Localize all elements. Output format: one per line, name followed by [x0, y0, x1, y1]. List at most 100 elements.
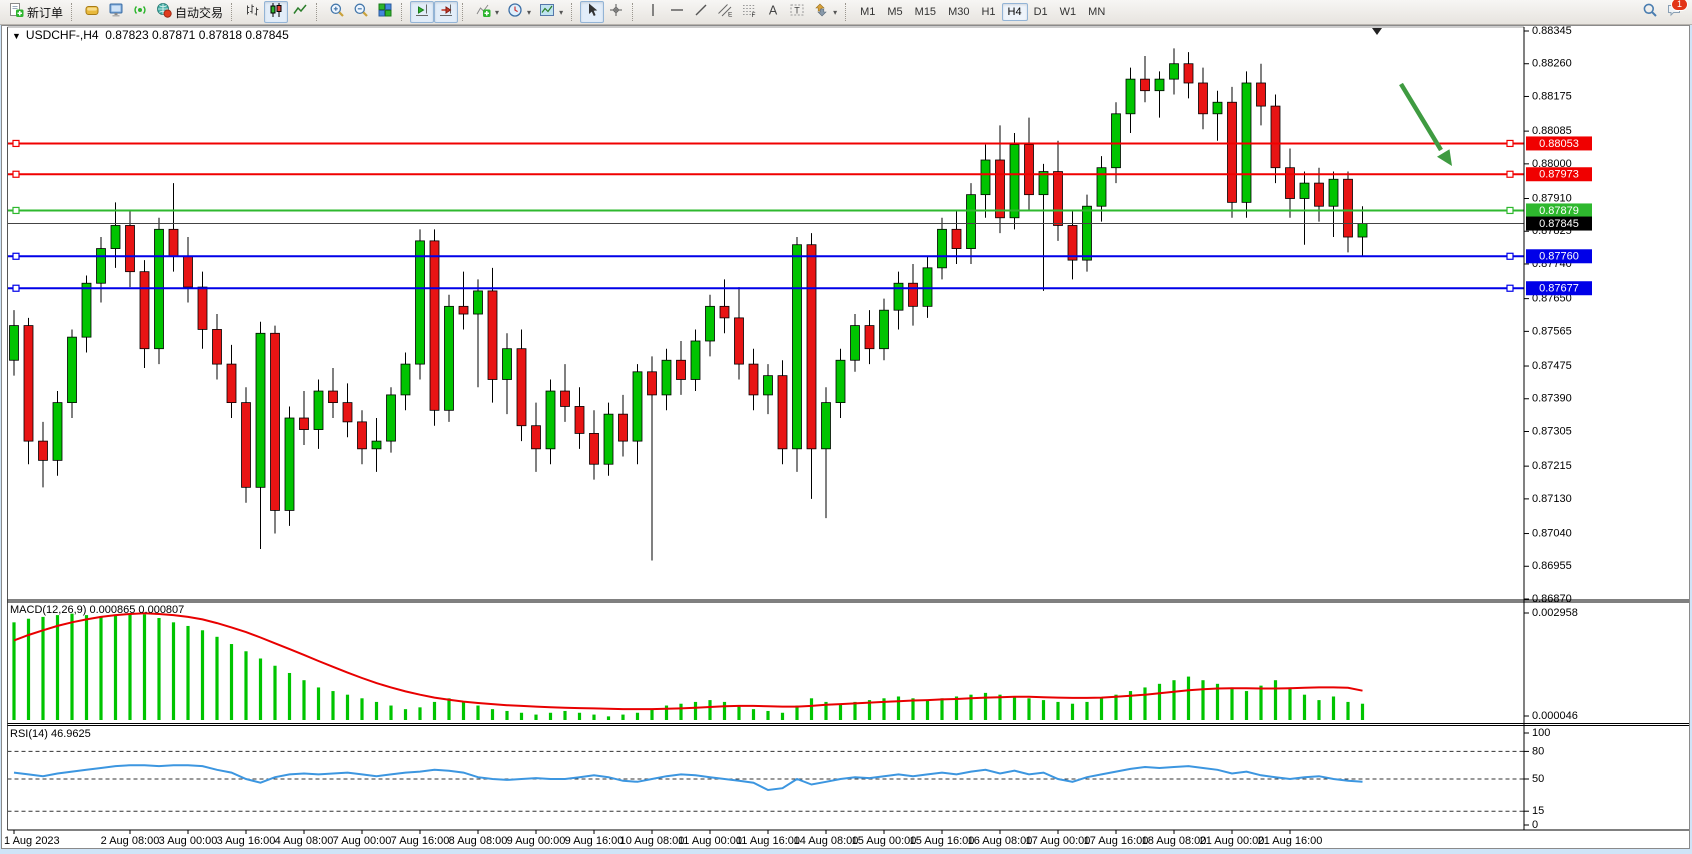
macd-bar — [1288, 687, 1292, 720]
crosshair-icon — [608, 2, 624, 23]
horizontal-line-object[interactable] — [7, 284, 1525, 292]
horizontal-line-object[interactable] — [7, 139, 1525, 148]
chevron-down-icon: ▾ — [495, 7, 500, 17]
market-watch-button[interactable] — [80, 1, 104, 23]
toolbar-separator — [231, 3, 236, 21]
chevron-down-icon: ▾ — [527, 7, 532, 17]
horizontal-line-object[interactable] — [7, 206, 1525, 215]
chart-shift-button[interactable] — [410, 1, 435, 23]
terminal-button[interactable] — [104, 1, 128, 23]
macd-bar — [113, 615, 118, 720]
auto-scroll-button[interactable] — [434, 1, 459, 23]
zoom-in-button[interactable] — [325, 1, 349, 23]
timeframe-h4-button[interactable]: H4 — [1001, 3, 1028, 21]
fibonacci-button[interactable]: F — [737, 1, 761, 23]
cursor-button[interactable] — [580, 1, 605, 23]
timeframe-m15-button[interactable]: M15 — [914, 6, 937, 18]
macd-bar — [650, 709, 654, 720]
line-handle[interactable] — [1506, 284, 1514, 292]
candlestick-icon — [268, 2, 284, 23]
chart-window-frame — [1, 25, 1690, 849]
macd-bar — [882, 698, 886, 720]
time-tick-label: 7 Aug 16:00 — [391, 835, 450, 847]
chart-shift-marker[interactable] — [1372, 28, 1382, 35]
signals-button[interactable] — [128, 1, 152, 23]
horizontal-line-button[interactable] — [665, 1, 689, 23]
candle — [1241, 71, 1252, 218]
candle — [632, 364, 643, 465]
horizontal-line-object[interactable] — [7, 252, 1525, 260]
svg-text:A: A — [769, 3, 778, 17]
time-tick-label: 9 Aug 00:00 — [507, 835, 566, 847]
symbol-dropdown-icon[interactable]: ▼ — [12, 31, 21, 41]
macd-bar — [519, 712, 524, 720]
line-handle[interactable] — [12, 139, 20, 148]
time-tick-label: 8 Aug 08:00 — [449, 835, 508, 847]
horizontal-line-object[interactable] — [7, 170, 1525, 178]
zoom-out-button[interactable] — [349, 1, 373, 23]
macd-bar — [1172, 680, 1176, 720]
timeframe-m1-button[interactable]: M1 — [860, 6, 876, 18]
line-handle[interactable] — [1506, 206, 1514, 215]
candle — [545, 379, 556, 465]
candle — [415, 229, 425, 380]
macd-bar — [1128, 691, 1133, 720]
price-tick-label: 0.87910 — [1532, 192, 1572, 204]
trendline-button[interactable] — [689, 1, 713, 23]
equidistant-channel-icon: E — [717, 2, 733, 23]
channel-button[interactable]: E — [713, 1, 737, 23]
timeframe-mn-button[interactable]: MN — [1088, 6, 1106, 18]
crosshair-button[interactable] — [604, 1, 628, 23]
toolbar-separator — [462, 3, 467, 21]
line-handle[interactable] — [12, 252, 20, 260]
macd-bar — [969, 694, 973, 720]
candle — [1314, 167, 1324, 222]
candle — [980, 144, 991, 218]
tile-windows-button[interactable] — [373, 1, 397, 23]
macd-bar — [534, 714, 538, 720]
arrows-button[interactable]: ▾ — [809, 1, 841, 23]
vertical-line-button[interactable] — [641, 1, 665, 23]
macd-bar — [70, 613, 74, 720]
timeframe-m30-button[interactable]: M30 — [948, 6, 970, 18]
autotrading-button[interactable]: 自动交易 — [152, 1, 227, 23]
macd-bar — [1012, 696, 1017, 720]
line-handle[interactable] — [12, 284, 20, 292]
line-handle[interactable] — [1506, 252, 1514, 260]
line-handle[interactable] — [12, 170, 20, 178]
line-handle[interactable] — [1506, 139, 1514, 148]
indicators-button[interactable]: ▾ — [471, 1, 503, 23]
macd-bar — [1360, 703, 1365, 720]
candle — [299, 391, 309, 445]
candle — [676, 340, 686, 395]
candle — [458, 271, 469, 330]
macd-bar — [548, 712, 553, 720]
trend-arrow-annotation[interactable] — [1399, 82, 1452, 166]
line-handle[interactable] — [1506, 170, 1514, 178]
timeframe-d1-button[interactable]: D1 — [1033, 6, 1048, 18]
price-axis[interactable]: 0.883450.882600.881750.880850.880000.879… — [1524, 25, 1592, 605]
price-label: 0.87879 — [1526, 203, 1592, 218]
timeframe-w1-button[interactable]: W1 — [1059, 6, 1077, 18]
macd-bar — [418, 707, 422, 720]
search-icon[interactable] — [1642, 2, 1658, 23]
text-button[interactable]: A — [761, 1, 785, 23]
timeframe-m5-button[interactable]: M5 — [887, 6, 903, 18]
timeframe-h1-button[interactable]: H1 — [981, 6, 996, 18]
time-tick-label: 11 Aug 00:00 — [678, 835, 742, 847]
new-order-button[interactable]: 新订单 — [4, 1, 67, 23]
line-handle[interactable] — [12, 206, 20, 215]
bar-chart-button[interactable] — [240, 1, 264, 23]
line-chart-button[interactable] — [288, 1, 312, 23]
toolbar-separator — [316, 3, 321, 21]
notifications-icon[interactable]: 1 — [1666, 0, 1688, 23]
templates-button[interactable]: ▾ — [535, 1, 567, 23]
price-tick-label: 0.86870 — [1532, 593, 1572, 605]
periods-button[interactable]: ▾ — [503, 1, 535, 23]
candlestick-chart-button[interactable] — [264, 1, 289, 23]
rsi-line — [13, 764, 1363, 792]
candle — [763, 364, 773, 415]
text-label-button[interactable]: T — [785, 1, 809, 23]
time-axis[interactable]: 1 Aug 2023 2 Aug 08:00 3 Aug 00:00 3 Aug 16… — [4, 830, 1322, 847]
